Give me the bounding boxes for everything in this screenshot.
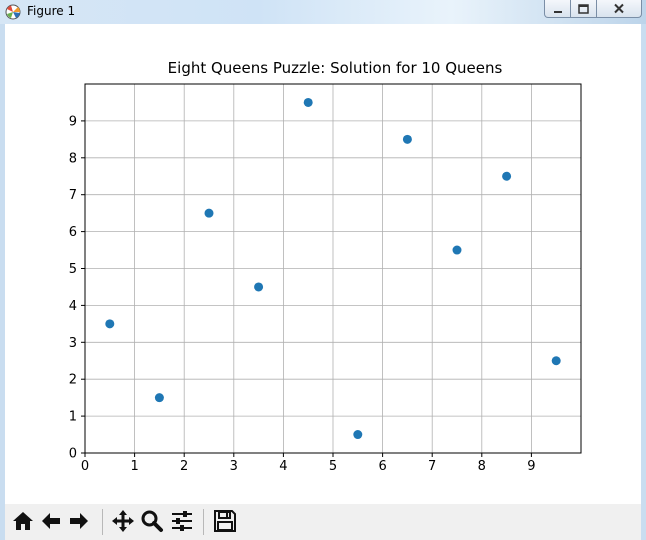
queen-point bbox=[154, 393, 164, 403]
home-button[interactable] bbox=[9, 509, 36, 536]
forward-arrow-icon bbox=[68, 510, 90, 536]
y-tick-label: 5 bbox=[69, 262, 77, 277]
pan-icon bbox=[111, 509, 135, 537]
close-button[interactable] bbox=[596, 0, 642, 18]
x-tick-label: 6 bbox=[378, 459, 386, 474]
window-titlebar: Figure 1 bbox=[0, 0, 646, 24]
close-icon bbox=[613, 0, 625, 18]
x-tick-label: 2 bbox=[180, 459, 188, 474]
toolbar-separator bbox=[102, 509, 103, 535]
x-tick-label: 1 bbox=[130, 459, 138, 474]
y-tick-label: 2 bbox=[69, 373, 77, 388]
back-button[interactable] bbox=[37, 509, 64, 536]
window-frame-right bbox=[641, 24, 646, 540]
back-arrow-icon bbox=[40, 510, 62, 536]
forward-button[interactable] bbox=[65, 509, 92, 536]
x-tick-label: 9 bbox=[527, 459, 535, 474]
queen-point bbox=[502, 171, 512, 181]
window-title: Figure 1 bbox=[27, 4, 76, 18]
queen-point bbox=[303, 97, 313, 107]
x-tick-label: 3 bbox=[230, 459, 238, 474]
configure-subplots-button[interactable] bbox=[168, 509, 195, 536]
y-tick-label: 8 bbox=[69, 151, 77, 166]
window-frame-left bbox=[0, 24, 5, 540]
queen-point bbox=[254, 282, 264, 292]
figure-canvas[interactable]: Eight Queens Puzzle: Solution for 10 Que… bbox=[5, 26, 641, 504]
save-icon bbox=[213, 509, 237, 537]
queen-point bbox=[204, 208, 214, 218]
toolbar-separator bbox=[203, 509, 204, 535]
y-tick-label: 6 bbox=[69, 225, 77, 240]
minimize-button[interactable] bbox=[544, 0, 571, 18]
y-tick-label: 7 bbox=[69, 188, 77, 203]
queen-point bbox=[353, 430, 363, 440]
y-tick-label: 0 bbox=[69, 447, 77, 462]
y-tick-label: 9 bbox=[69, 114, 77, 129]
configure-subplots-icon bbox=[170, 509, 194, 537]
maximize-icon bbox=[578, 0, 589, 18]
navigation-toolbar bbox=[5, 504, 641, 540]
maximize-button[interactable] bbox=[570, 0, 597, 18]
scatter-plot: 0 1 2 3 4 5 6 7 8 9 0 1 2 3 4 5 6 7 8 9 bbox=[69, 83, 582, 474]
save-button[interactable] bbox=[211, 509, 238, 536]
x-tick-label: 7 bbox=[428, 459, 436, 474]
queen-point bbox=[105, 319, 115, 329]
matplotlib-icon bbox=[5, 4, 21, 20]
y-tick-label: 1 bbox=[69, 410, 77, 425]
minimize-icon bbox=[553, 0, 563, 18]
pan-button[interactable] bbox=[109, 509, 136, 536]
x-tick-label: 5 bbox=[329, 459, 337, 474]
chart-title: Eight Queens Puzzle: Solution for 10 Que… bbox=[167, 59, 503, 77]
queen-point bbox=[452, 245, 462, 255]
x-tick-label: 0 bbox=[81, 459, 89, 474]
x-tick-label: 8 bbox=[478, 459, 486, 474]
home-icon bbox=[12, 510, 34, 536]
y-tick-label: 4 bbox=[69, 299, 77, 314]
zoom-button[interactable] bbox=[138, 509, 165, 536]
zoom-icon bbox=[140, 509, 164, 537]
queen-point bbox=[551, 356, 561, 366]
x-tick-label: 4 bbox=[279, 459, 287, 474]
y-tick-label: 3 bbox=[69, 336, 77, 351]
queen-point bbox=[402, 134, 412, 144]
